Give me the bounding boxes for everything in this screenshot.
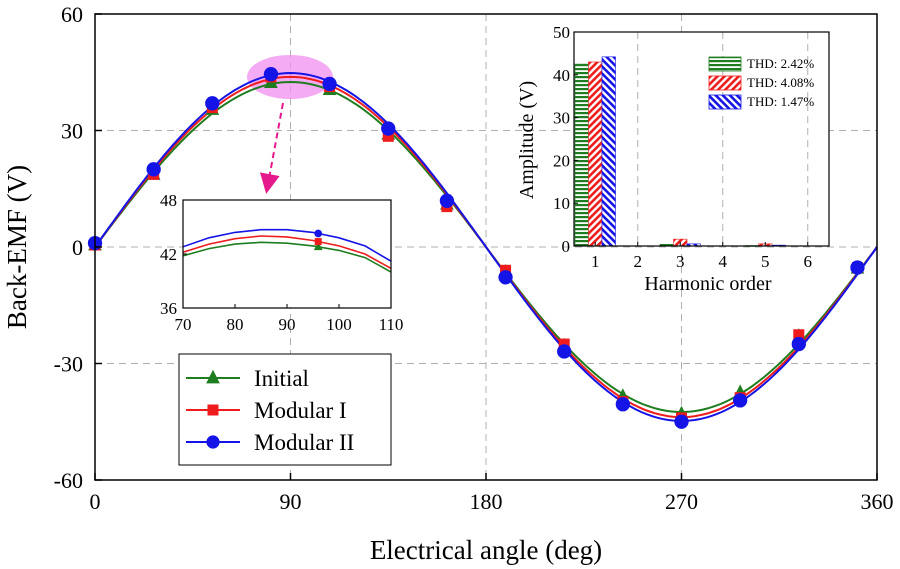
zoom-ticks: 70 80 90 100 110 48 42 36 <box>160 191 403 334</box>
harmonics-x-label: Harmonic order <box>644 273 772 295</box>
harmonics-inset-frame <box>573 31 830 247</box>
harmonics-x-tick-label: 6 <box>804 252 813 271</box>
harmonics-y-label: Amplitude (V) <box>516 81 538 199</box>
harmonics-x-tick-label: 3 <box>676 252 685 271</box>
harmonics-bars <box>574 56 786 247</box>
legend-label: Modular I <box>254 398 347 423</box>
harmonics-y-tick-label: 30 <box>553 109 570 128</box>
x-tick-label: 270 <box>665 489 698 514</box>
data-point-square <box>793 329 805 341</box>
zoom-line-2 <box>183 228 391 262</box>
legend-marker-circle <box>206 435 220 449</box>
zoom-y-tick-label: 42 <box>160 245 177 264</box>
harmonics-x-tick-label: 2 <box>634 252 643 271</box>
harmonics-ticks: 1 2 3 4 5 6 50 40 30 20 10 0 <box>553 23 812 271</box>
zoom-point-circle <box>314 229 323 238</box>
y-tick-label: 60 <box>61 2 83 27</box>
data-point-circle <box>615 397 630 412</box>
data-point-circle <box>674 414 689 429</box>
thd-legend-label: THD: 1.47% <box>747 94 814 109</box>
y-tick-label: -60 <box>54 468 83 493</box>
data-point-circle <box>791 336 806 352</box>
zoom-point-square <box>314 238 322 246</box>
data-point-circle <box>381 121 396 136</box>
thd-legend-label: THD: 2.42% <box>747 56 814 71</box>
data-point-circle <box>263 67 279 82</box>
data-point-circle <box>439 193 455 208</box>
x-tick-label: 360 <box>861 489 894 514</box>
y-tick-label: 30 <box>61 119 83 144</box>
zoom-x-tick-label: 110 <box>379 315 404 334</box>
harmonics-x-tick-label: 4 <box>719 252 728 271</box>
x-tick-label: 90 <box>280 489 302 514</box>
harmonics-inset: 1 2 3 4 5 6 50 40 30 20 10 0 Harmonic order Amplitu… <box>516 23 830 295</box>
legend-label: Initial <box>254 366 309 391</box>
zoom-line-1 <box>183 235 391 270</box>
data-point-circle <box>205 96 220 111</box>
zoom-y-tick-label: 48 <box>160 191 177 210</box>
main-series-markers <box>87 67 865 429</box>
harmonics-y-tick-label: 50 <box>553 23 570 42</box>
y-tick-label: 0 <box>72 235 83 260</box>
zoom-x-tick-label: 70 <box>175 315 192 334</box>
y-tick-label: -30 <box>54 352 83 377</box>
thd-legend-swatch <box>708 94 742 110</box>
zoom-point-triangle <box>313 241 323 251</box>
zoom-inset: 70 80 90 100 110 48 42 36 <box>160 191 403 334</box>
harmonics-thd-legend: THD: 2.42% THD: 4.08% THD: 1.47% <box>708 56 814 110</box>
zoom-arrow <box>259 102 284 194</box>
harmonics-x-tick-label: 5 <box>761 252 770 271</box>
thd-legend-swatch <box>708 56 742 72</box>
harmonics-y-tick-label: 20 <box>553 151 570 170</box>
harmonics-inset-background <box>574 32 829 246</box>
harmonic-bar <box>588 61 603 247</box>
zoom-inset-background <box>183 200 391 308</box>
harmonic-bar <box>601 56 616 247</box>
zoom-series-lines <box>183 228 391 273</box>
data-point-square <box>558 338 570 350</box>
data-point-circle <box>498 270 513 285</box>
zoom-x-tick-label: 90 <box>279 315 296 334</box>
zoom-x-tick-label: 80 <box>227 315 244 334</box>
thd-legend-label: THD: 4.08% <box>747 75 814 90</box>
data-point-circle <box>850 260 865 275</box>
harmonics-y-tick-label: 0 <box>562 237 571 256</box>
x-tick-label: 0 <box>90 489 101 514</box>
data-point-circle <box>146 162 161 177</box>
legend-marker-triangle <box>206 369 220 384</box>
x-tick-label: 180 <box>470 489 503 514</box>
x-axis-label: Electrical angle (deg) <box>370 535 602 565</box>
harmonics-y-tick-label: 40 <box>553 66 570 85</box>
data-point-square <box>382 130 394 142</box>
zoom-series-markers <box>313 229 323 251</box>
harmonic-bar <box>574 63 589 247</box>
legend-label: Modular II <box>254 430 354 455</box>
data-point-circle <box>557 344 572 359</box>
data-point-circle <box>733 393 748 408</box>
thd-legend-swatch <box>708 75 742 91</box>
main-legend: Initial Modular I Modular II <box>178 353 392 466</box>
zoom-y-tick-label: 36 <box>160 299 177 318</box>
zoom-x-tick-label: 100 <box>326 315 352 334</box>
data-point-circle <box>322 76 337 92</box>
zoom-line-0 <box>183 241 391 273</box>
harmonics-x-tick-label: 1 <box>591 252 600 271</box>
legend-marker-square <box>207 404 219 416</box>
harmonics-y-tick-label: 10 <box>553 194 570 213</box>
y-axis-label: Back-EMF (V) <box>2 165 32 329</box>
